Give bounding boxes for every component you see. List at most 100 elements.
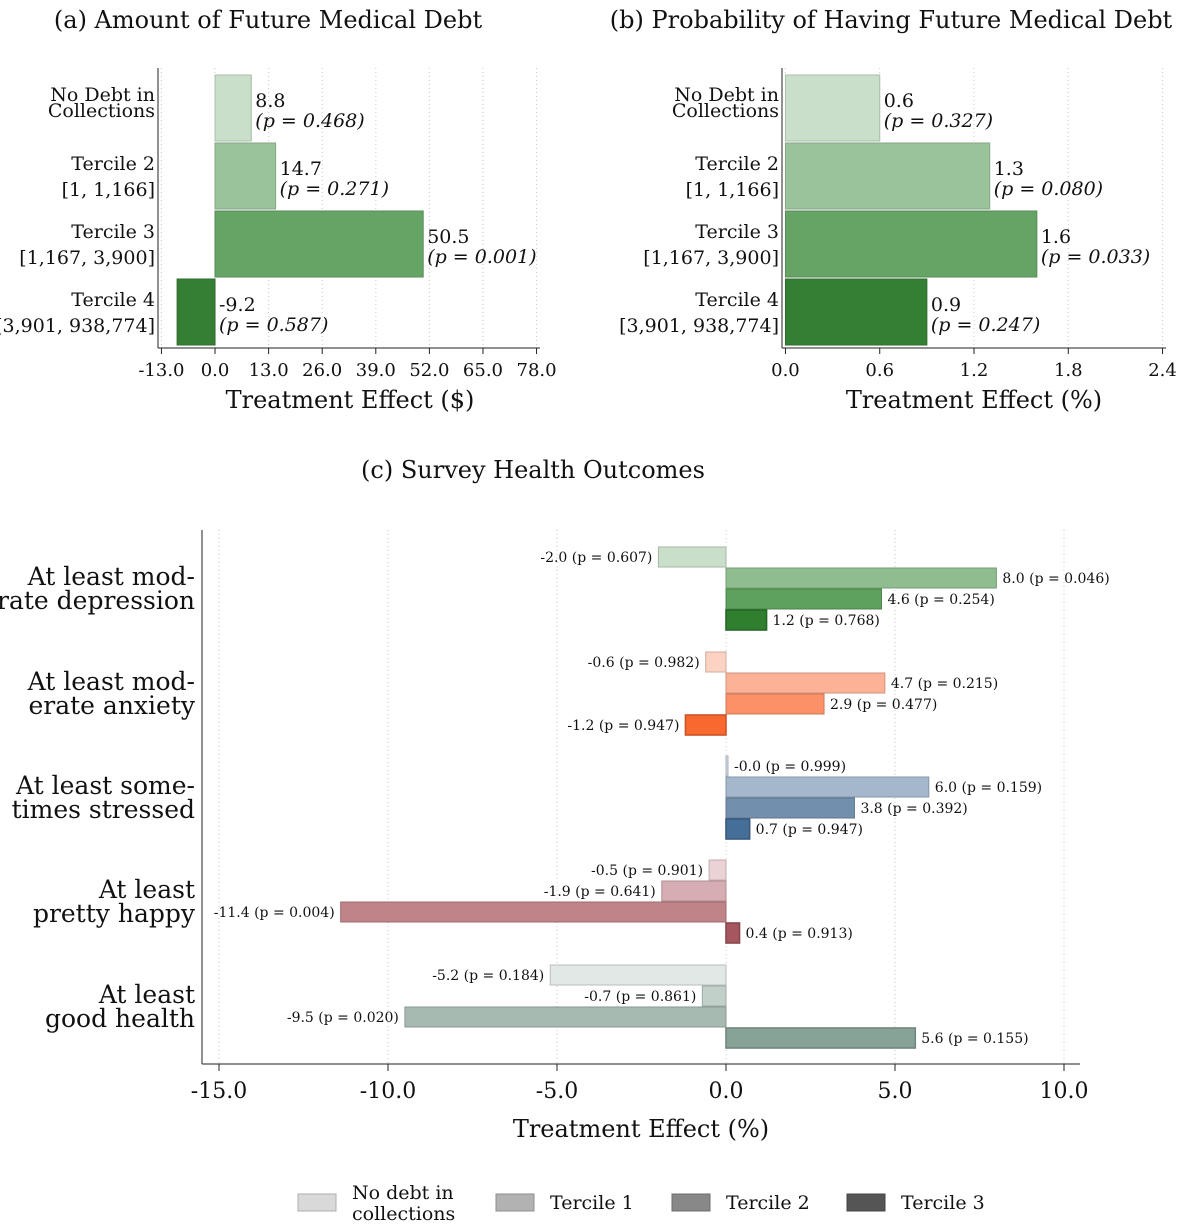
x-tick-label: -13.0 [138, 360, 184, 381]
category-label: No Debt in [674, 84, 779, 106]
legend-swatch [495, 1193, 535, 1212]
bar-p-label: (p = 0.033) [1041, 246, 1150, 268]
bar-label: -0.0 (p = 0.999) [734, 759, 846, 775]
x-tick-label: -5.0 [536, 1079, 578, 1104]
category-label: Tercile 3 [695, 221, 779, 243]
bar-p-label: (p = 0.327) [884, 110, 993, 132]
bar [725, 609, 768, 631]
category-label: pretty happy [33, 899, 196, 928]
bar [725, 588, 882, 610]
category-label: [1,167, 3,900] [19, 247, 155, 269]
category-label: At least [98, 980, 195, 1009]
bar-p-label: (p = 0.247) [931, 314, 1040, 336]
bar [725, 672, 886, 694]
category-label: good health [45, 1004, 195, 1033]
bar [214, 142, 277, 210]
x-tick-label: 13.0 [249, 360, 289, 381]
bar-label: 2.9 (p = 0.477) [830, 697, 937, 713]
category-label: [1, 1,166] [62, 179, 155, 201]
bar [725, 1027, 917, 1049]
bar [784, 142, 991, 210]
x-tick-label: 26.0 [302, 360, 342, 381]
bar-label: 6.0 (p = 0.159) [935, 780, 1042, 796]
category-label: [1,167, 3,900] [643, 247, 779, 269]
bar [684, 714, 727, 736]
bar-value-label: -9.2 [219, 294, 256, 316]
bar-label: -1.9 (p = 0.641) [544, 884, 656, 900]
bar-label: -2.0 (p = 0.607) [540, 550, 652, 566]
bar-value-label: 8.8 [255, 90, 285, 112]
category-label: Collections [48, 100, 155, 122]
panel-title: (a) Amount of Future Medical Debt [54, 6, 483, 34]
bar-p-label: (p = 0.271) [280, 178, 389, 200]
bar-label: -0.7 (p = 0.861) [584, 989, 696, 1005]
bar [725, 922, 741, 944]
category-label: Tercile 4 [695, 289, 779, 311]
bar-label: -5.2 (p = 0.184) [432, 968, 544, 984]
bar [661, 880, 727, 902]
bar-label: -1.2 (p = 0.947) [567, 718, 679, 734]
x-tick-label: 52.0 [409, 360, 449, 381]
category-label: Tercile 2 [71, 153, 155, 175]
bar-label: -9.5 (p = 0.020) [287, 1010, 399, 1026]
category-label: At least mod- [27, 562, 195, 591]
x-tick-label: -15.0 [191, 1079, 247, 1104]
category-label: Tercile 4 [71, 289, 155, 311]
category-label: At least some- [15, 771, 195, 800]
category-label: times stressed [12, 795, 195, 824]
bar [214, 210, 424, 278]
bar-label: 1.2 (p = 0.768) [773, 613, 880, 629]
x-tick-label: 0.6 [865, 360, 894, 381]
legend-swatch [671, 1193, 711, 1212]
category-label: Tercile 3 [71, 221, 155, 243]
bar [784, 210, 1038, 278]
bar-value-label: 1.3 [994, 158, 1024, 180]
bar [404, 1006, 727, 1028]
x-tick-label: 0.0 [709, 1079, 744, 1104]
bar-label: 4.7 (p = 0.215) [891, 676, 998, 692]
bar-label: 0.4 (p = 0.913) [746, 926, 853, 942]
x-tick-label: 10.0 [1040, 1079, 1089, 1104]
panel-title: (b) Probability of Having Future Medical… [610, 6, 1173, 34]
bar [725, 797, 855, 819]
x-tick-label: 2.4 [1148, 360, 1177, 381]
x-tick-label: 1.8 [1054, 360, 1083, 381]
bar [176, 278, 216, 346]
x-tick-label: 65.0 [463, 360, 503, 381]
x-axis-label: Treatment Effect ($) [226, 386, 475, 414]
bar [657, 546, 727, 568]
bar-label: -11.4 (p = 0.004) [214, 905, 335, 921]
category-label: [3,901, 938,774] [619, 315, 779, 337]
bar-label: 4.6 (p = 0.254) [887, 592, 994, 608]
bar [725, 755, 729, 777]
category-label: At least mod- [27, 667, 195, 696]
category-label: [3,901, 938,774] [0, 315, 155, 337]
bar [340, 901, 727, 923]
x-tick-label: 39.0 [356, 360, 396, 381]
bar-label: -0.6 (p = 0.982) [588, 655, 700, 671]
bar-value-label: 14.7 [280, 158, 322, 180]
bar [784, 74, 881, 142]
category-label: erate anxiety [28, 691, 195, 720]
legend-swatch [297, 1193, 337, 1212]
legend-label: Tercile 2 [726, 1192, 810, 1214]
x-tick-label: 78.0 [517, 360, 557, 381]
panel-title: (c) Survey Health Outcomes [361, 456, 705, 484]
bar-p-label: (p = 0.001) [427, 246, 536, 268]
x-axis-label: Treatment Effect (%) [846, 386, 1102, 414]
bar-value-label: 50.5 [427, 226, 469, 248]
bar-label: 8.0 (p = 0.046) [1002, 571, 1109, 587]
x-axis-label: Treatment Effect (%) [513, 1115, 769, 1143]
bar [549, 964, 727, 986]
bar-p-label: (p = 0.080) [994, 178, 1103, 200]
x-tick-label: 0.0 [771, 360, 800, 381]
x-tick-label: 1.2 [960, 360, 989, 381]
x-tick-label: -10.0 [360, 1079, 416, 1104]
bar-p-label: (p = 0.468) [255, 110, 364, 132]
bar [214, 74, 252, 142]
bar [705, 651, 727, 673]
bar-label: 5.6 (p = 0.155) [921, 1031, 1028, 1047]
bar-label: -0.5 (p = 0.901) [591, 863, 703, 879]
legend-label: No debt in [352, 1182, 454, 1204]
